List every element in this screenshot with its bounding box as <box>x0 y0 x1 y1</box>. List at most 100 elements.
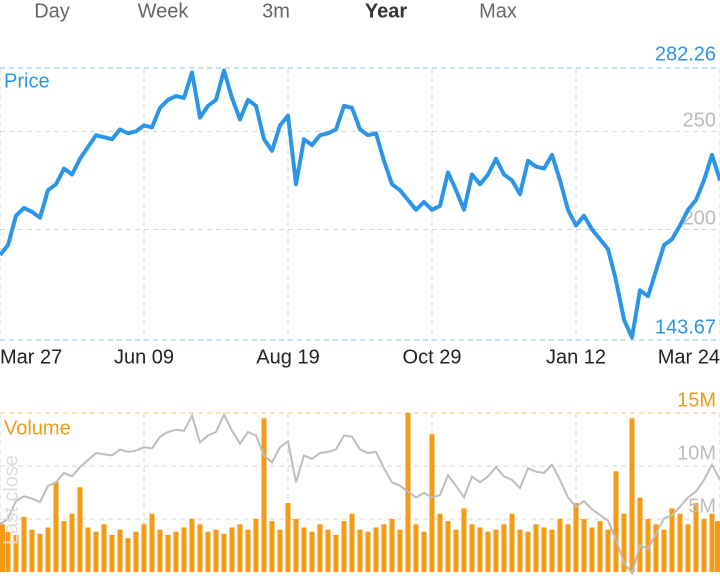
volume-bar <box>317 524 323 572</box>
range-tab[interactable]: Week <box>138 0 190 22</box>
volume-bar <box>261 418 267 572</box>
volume-bar <box>549 529 555 572</box>
volume-bar <box>517 529 523 572</box>
volume-bar <box>21 516 27 572</box>
volume-bar <box>29 529 35 572</box>
volume-bar <box>581 519 587 572</box>
volume-bar <box>77 487 83 572</box>
volume-bar <box>325 529 331 572</box>
volume-bar <box>309 531 315 572</box>
volume-bar <box>173 531 179 572</box>
volume-bar <box>685 524 691 572</box>
x-tick-label: Aug 19 <box>256 346 319 368</box>
volume-bar <box>5 531 11 572</box>
volume-bar <box>693 503 699 572</box>
volume-bar <box>397 529 403 572</box>
volume-bar <box>245 529 251 572</box>
volume-bar <box>277 529 283 572</box>
x-tick-label: Mar 27 <box>0 346 62 368</box>
volume-bar <box>133 531 139 572</box>
volume-bar <box>285 503 291 572</box>
volume-bar <box>557 519 563 572</box>
volume-bar <box>157 529 163 572</box>
volume-bar <box>637 497 643 572</box>
volume-bar <box>165 534 171 572</box>
volume-bar <box>37 533 43 572</box>
volume-bar <box>533 524 539 572</box>
volume-bar <box>573 503 579 572</box>
range-tab[interactable]: Day <box>34 0 70 22</box>
volume-bar <box>621 513 627 572</box>
volume-bar <box>237 524 243 572</box>
volume-bar <box>605 529 611 572</box>
volume-bar <box>485 531 491 572</box>
volume-bar <box>333 534 339 572</box>
high-label: 282.26 <box>655 43 716 65</box>
y-tick-label: 250 <box>683 110 716 132</box>
volume-bar <box>117 529 123 572</box>
volume-bar <box>213 529 219 572</box>
volume-bar <box>373 527 379 572</box>
volume-bar <box>445 521 451 572</box>
volume-bar <box>509 513 515 572</box>
volume-bar <box>181 527 187 572</box>
volume-bar <box>389 519 395 572</box>
x-tick-label: Jun 09 <box>114 346 174 368</box>
volume-bar <box>269 521 275 572</box>
range-tab[interactable]: Year <box>365 0 407 22</box>
volume-bar <box>429 434 435 572</box>
volume-bar <box>669 508 675 572</box>
volume-bar <box>477 527 483 572</box>
volume-bar <box>109 534 115 572</box>
volume-bar <box>189 519 195 572</box>
volume-bar <box>349 513 355 572</box>
volume-bar <box>629 418 635 572</box>
y-tick-label: 5M <box>688 495 716 517</box>
volume-bar <box>301 527 307 572</box>
volume-bar <box>197 524 203 572</box>
volume-bar <box>293 519 299 572</box>
x-tick-label: Oct 29 <box>403 346 462 368</box>
price-line <box>0 68 720 340</box>
volume-bar <box>541 527 547 572</box>
volume-bar <box>341 521 347 572</box>
volume-bar <box>525 531 531 572</box>
y-tick-label: 200 <box>683 208 716 230</box>
volume-bar <box>589 527 595 572</box>
volume-bar <box>229 527 235 572</box>
range-tab[interactable]: 3m <box>262 0 290 22</box>
volume-bar <box>613 471 619 572</box>
y-tick-label: 10M <box>677 442 716 464</box>
range-tab[interactable]: Max <box>479 0 517 22</box>
volume-bar <box>413 524 419 572</box>
max-label: 15M <box>677 389 716 411</box>
volume-bar <box>101 524 107 572</box>
volume-bar <box>53 481 59 572</box>
x-tick-label: Jan 12 <box>546 346 606 368</box>
volume-bar <box>493 529 499 572</box>
volume-bar <box>45 527 51 572</box>
volume-bar <box>565 524 571 572</box>
volume-bar <box>421 531 427 572</box>
volume-bar <box>13 534 19 572</box>
volume-bar <box>677 513 683 572</box>
volume-bar <box>437 513 443 572</box>
legend-label: Volume <box>4 417 71 439</box>
volume-bar <box>205 531 211 572</box>
volume-bar <box>501 524 507 572</box>
volume-bar <box>661 529 667 572</box>
low-label: 143.67 <box>655 316 716 338</box>
volume-bar <box>357 529 363 572</box>
overlay-label: Last close <box>0 455 22 545</box>
volume-bar <box>149 513 155 572</box>
volume-bar <box>645 519 651 572</box>
volume-bar <box>469 524 475 572</box>
volume-bar <box>653 524 659 572</box>
x-tick-label: Mar 24 <box>658 346 720 368</box>
volume-bar <box>453 529 459 572</box>
volume-bar <box>715 521 720 572</box>
volume-bar <box>461 508 467 572</box>
volume-bar <box>701 519 707 572</box>
volume-bar <box>709 513 715 572</box>
volume-bar <box>597 521 603 572</box>
